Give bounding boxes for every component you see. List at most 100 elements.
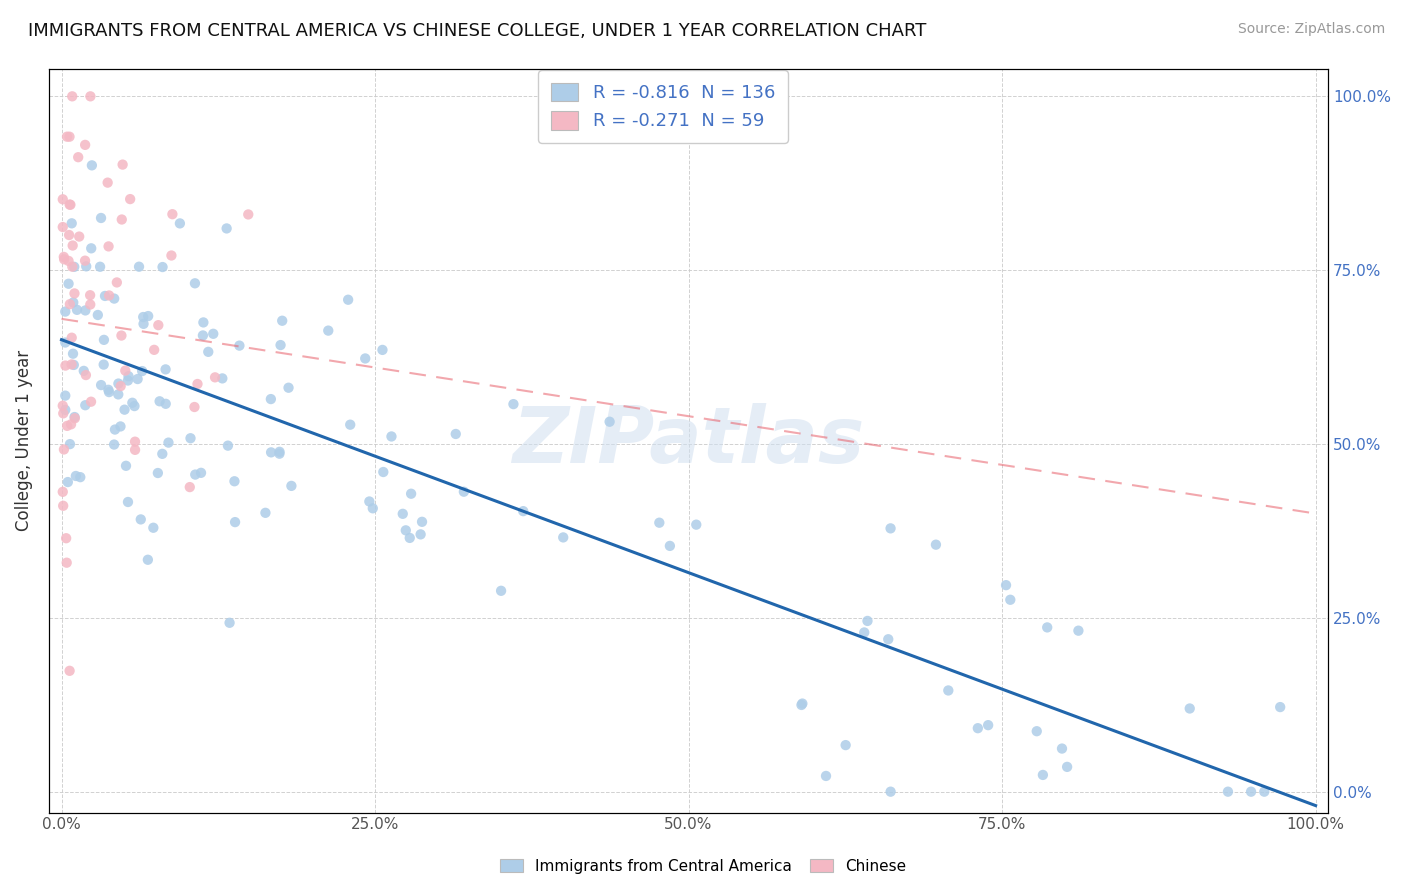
Point	[260, 392, 283, 406]
Point	[648, 516, 671, 530]
Point	[58, 277, 80, 291]
Point	[62, 295, 84, 310]
Point	[75, 137, 97, 152]
Point	[60, 331, 83, 345]
Point	[925, 538, 948, 552]
Point	[1270, 700, 1292, 714]
Point	[52, 499, 75, 513]
Point	[59, 198, 82, 212]
Point	[110, 379, 132, 393]
Point	[354, 351, 377, 366]
Point	[254, 506, 277, 520]
Point	[117, 369, 139, 384]
Point	[197, 344, 219, 359]
Point	[160, 248, 183, 262]
Point	[271, 314, 294, 328]
Point	[179, 431, 201, 445]
Point	[169, 216, 191, 230]
Point	[73, 364, 96, 378]
Point	[66, 302, 89, 317]
Point	[1036, 620, 1059, 634]
Point	[217, 439, 239, 453]
Point	[132, 317, 155, 331]
Point	[97, 239, 120, 253]
Point	[157, 435, 180, 450]
Point	[142, 521, 165, 535]
Point	[339, 417, 361, 432]
Point	[117, 374, 139, 388]
Point	[127, 372, 149, 386]
Point	[114, 364, 136, 378]
Point	[380, 429, 402, 443]
Point	[193, 315, 215, 329]
Text: IMMIGRANTS FROM CENTRAL AMERICA VS CHINESE COLLEGE, UNDER 1 YEAR CORRELATION CHA: IMMIGRANTS FROM CENTRAL AMERICA VS CHINE…	[28, 22, 927, 40]
Point	[879, 785, 901, 799]
Point	[60, 417, 83, 432]
Point	[398, 531, 420, 545]
Point	[114, 402, 136, 417]
Point	[877, 632, 900, 647]
Point	[136, 309, 159, 323]
Point	[56, 129, 79, 144]
Point	[361, 501, 384, 516]
Point	[184, 467, 207, 482]
Point	[59, 197, 82, 211]
Point	[1253, 785, 1275, 799]
Point	[55, 556, 77, 570]
Point	[60, 260, 83, 274]
Point	[658, 539, 681, 553]
Point	[75, 260, 97, 274]
Point	[107, 376, 129, 391]
Point	[143, 343, 166, 357]
Text: ZIPatlas: ZIPatlas	[512, 402, 865, 478]
Point	[502, 397, 524, 411]
Point	[103, 437, 125, 451]
Point	[371, 343, 394, 357]
Point	[191, 328, 214, 343]
Point	[53, 304, 76, 318]
Point	[103, 292, 125, 306]
Point	[148, 318, 170, 333]
Point	[152, 260, 174, 274]
Point	[75, 303, 97, 318]
Point	[228, 338, 250, 352]
Point	[146, 466, 169, 480]
Point	[60, 89, 83, 103]
Point	[98, 385, 121, 400]
Point	[52, 406, 75, 420]
Point	[399, 487, 422, 501]
Point	[52, 250, 75, 264]
Point	[1056, 760, 1078, 774]
Point	[62, 238, 84, 252]
Point	[444, 427, 467, 442]
Point	[59, 437, 82, 451]
Point	[270, 338, 292, 352]
Point	[373, 465, 395, 479]
Y-axis label: College, Under 1 year: College, Under 1 year	[15, 350, 32, 531]
Point	[59, 664, 82, 678]
Point	[59, 297, 82, 311]
Point	[202, 326, 225, 341]
Point	[98, 288, 121, 302]
Point	[60, 358, 83, 372]
Point	[110, 419, 132, 434]
Point	[453, 484, 475, 499]
Point	[90, 211, 112, 225]
Point	[52, 192, 75, 206]
Point	[94, 289, 117, 303]
Point	[115, 458, 138, 473]
Point	[87, 308, 110, 322]
Point	[977, 718, 1000, 732]
Point	[131, 364, 153, 378]
Point	[129, 512, 152, 526]
Point	[136, 553, 159, 567]
Point	[155, 397, 177, 411]
Point	[52, 399, 75, 413]
Point	[277, 381, 299, 395]
Point	[224, 475, 246, 489]
Point	[150, 447, 173, 461]
Point	[62, 358, 84, 372]
Point	[124, 434, 146, 449]
Point	[280, 479, 302, 493]
Point	[792, 697, 814, 711]
